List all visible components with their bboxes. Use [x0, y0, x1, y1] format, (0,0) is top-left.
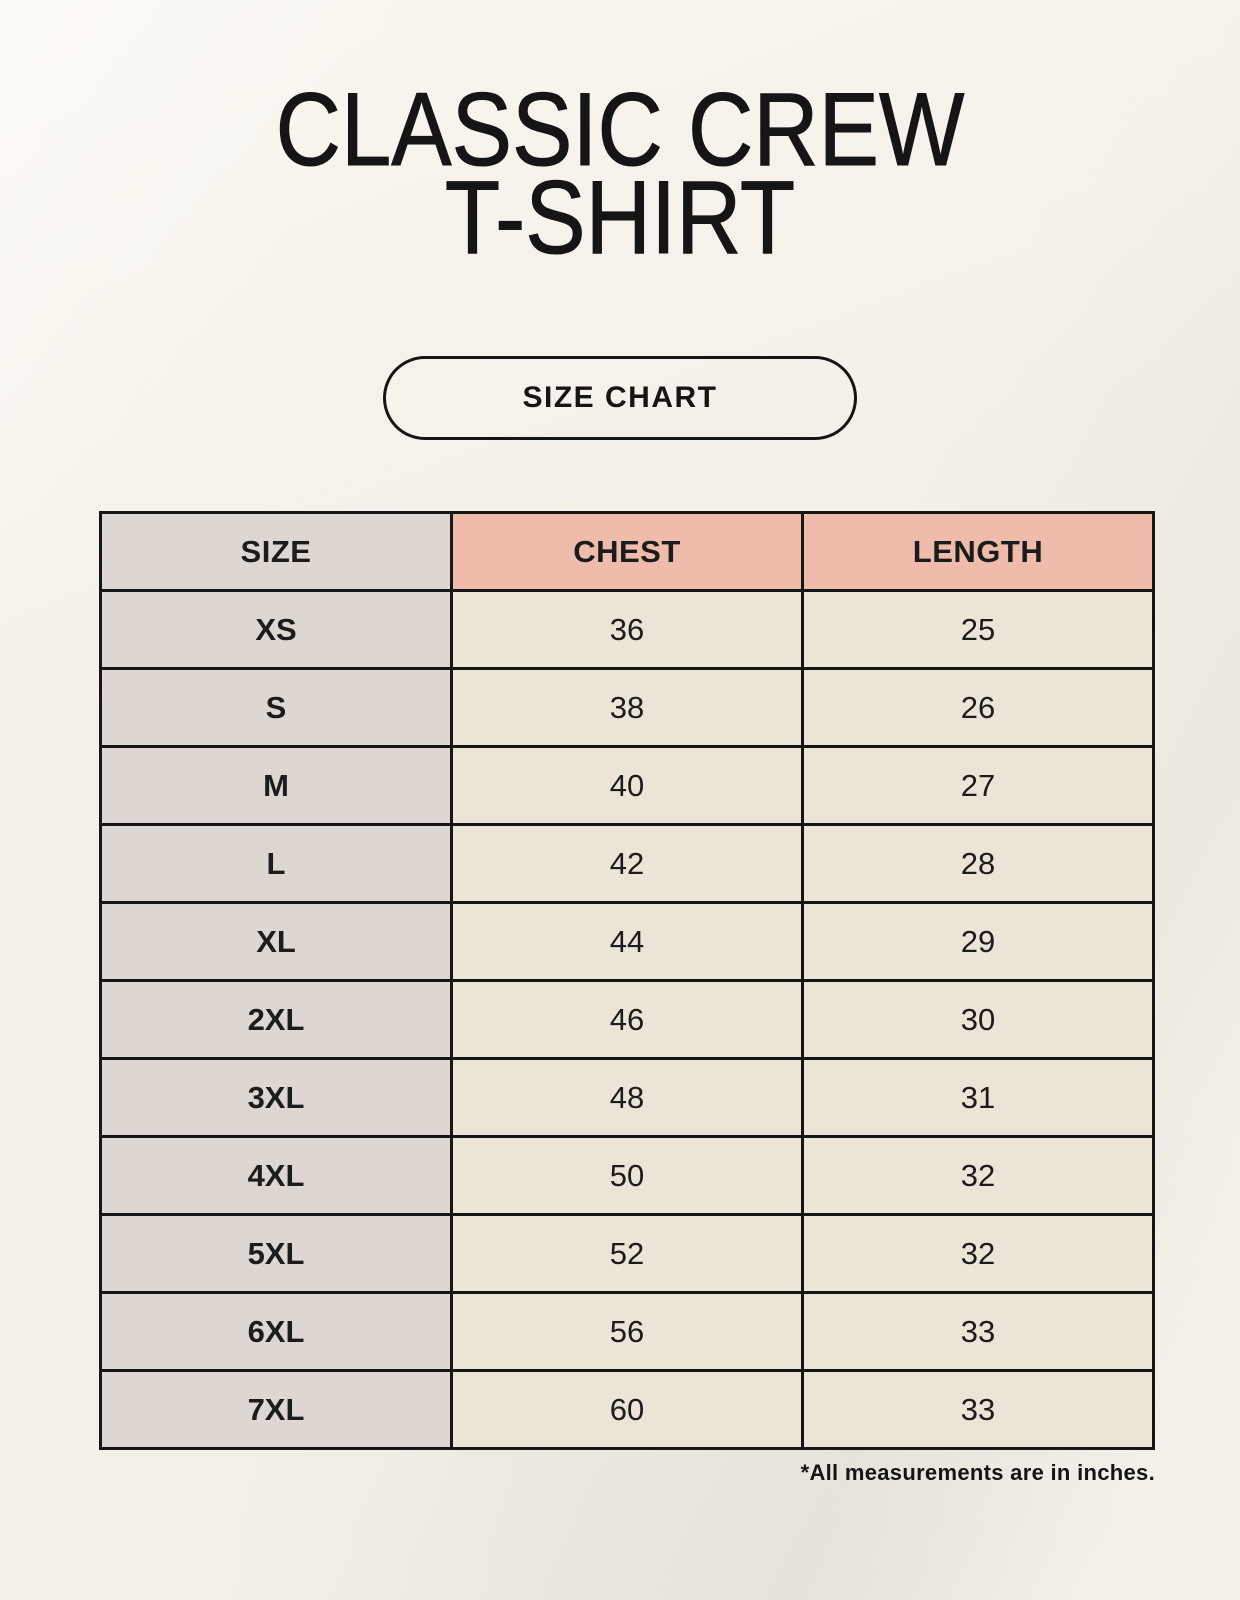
size-cell: 6XL [99, 1291, 453, 1372]
table-row: XS 36 25 [99, 589, 1155, 670]
table-row: L 42 28 [99, 823, 1155, 904]
column-header-chest: CHEST [450, 511, 804, 592]
length-cell: 33 [801, 1369, 1155, 1450]
table-header-row: SIZE CHEST LENGTH [99, 511, 1155, 592]
size-cell: 2XL [99, 979, 453, 1060]
size-cell: L [99, 823, 453, 904]
table-row: 3XL 48 31 [99, 1057, 1155, 1138]
chest-cell: 44 [450, 901, 804, 982]
length-cell: 30 [801, 979, 1155, 1060]
size-cell: XS [99, 589, 453, 670]
length-cell: 32 [801, 1213, 1155, 1294]
table-row: M 40 27 [99, 745, 1155, 826]
table-row: S 38 26 [99, 667, 1155, 748]
size-table: SIZE CHEST LENGTH XS 36 25 S 38 26 M 40 … [99, 511, 1155, 1450]
chest-cell: 48 [450, 1057, 804, 1138]
chest-cell: 38 [450, 667, 804, 748]
length-cell: 26 [801, 667, 1155, 748]
length-cell: 27 [801, 745, 1155, 826]
size-cell: S [99, 667, 453, 748]
table-row: 7XL 60 33 [99, 1369, 1155, 1450]
chest-cell: 60 [450, 1369, 804, 1450]
chest-cell: 36 [450, 589, 804, 670]
table-row: XL 44 29 [99, 901, 1155, 982]
table-row: 5XL 52 32 [99, 1213, 1155, 1294]
length-cell: 31 [801, 1057, 1155, 1138]
chest-cell: 46 [450, 979, 804, 1060]
title-line-1: CLASSIC CREW [275, 72, 965, 188]
length-cell: 25 [801, 589, 1155, 670]
chest-cell: 42 [450, 823, 804, 904]
length-cell: 28 [801, 823, 1155, 904]
size-cell: M [99, 745, 453, 826]
size-cell: 5XL [99, 1213, 453, 1294]
size-chart-button[interactable]: SIZE CHART [383, 356, 857, 440]
length-cell: 29 [801, 901, 1155, 982]
page-title: CLASSIC CREW T-SHIRT [81, 72, 1160, 276]
table-row: 6XL 56 33 [99, 1291, 1155, 1372]
length-cell: 32 [801, 1135, 1155, 1216]
size-cell: 4XL [99, 1135, 453, 1216]
chest-cell: 40 [450, 745, 804, 826]
size-cell: XL [99, 901, 453, 982]
table-row: 4XL 50 32 [99, 1135, 1155, 1216]
length-cell: 33 [801, 1291, 1155, 1372]
measurements-footnote: *All measurements are in inches. [800, 1460, 1155, 1485]
table-row: 2XL 46 30 [99, 979, 1155, 1060]
column-header-length: LENGTH [801, 511, 1155, 592]
chest-cell: 56 [450, 1291, 804, 1372]
size-cell: 7XL [99, 1369, 453, 1450]
chest-cell: 52 [450, 1213, 804, 1294]
title-line-2: T-SHIRT [444, 160, 796, 276]
column-header-size: SIZE [99, 511, 453, 592]
size-cell: 3XL [99, 1057, 453, 1138]
chest-cell: 50 [450, 1135, 804, 1216]
